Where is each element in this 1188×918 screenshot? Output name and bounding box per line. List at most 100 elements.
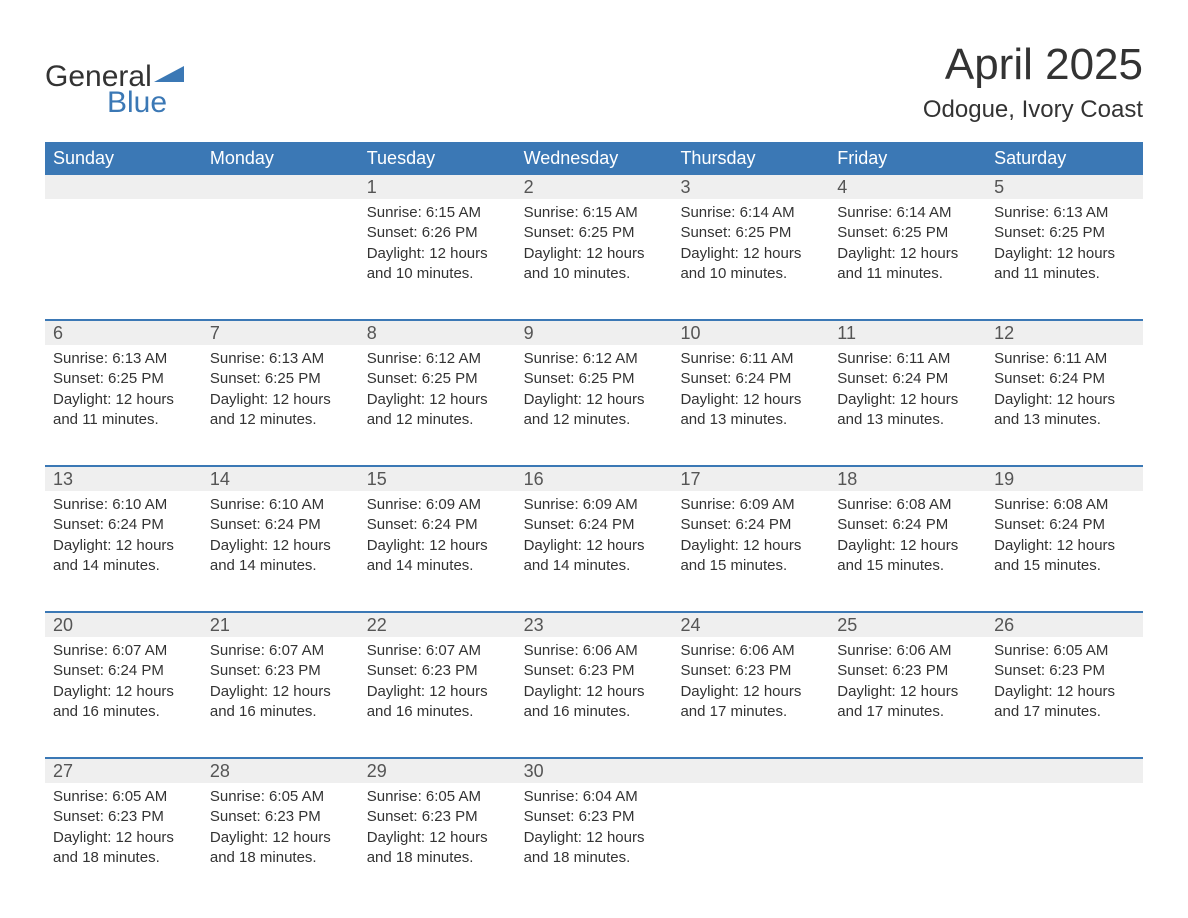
day-body: Sunrise: 6:05 AMSunset: 6:23 PMDaylight:… [202, 783, 359, 872]
day-line-day1: Daylight: 12 hours [367, 828, 510, 848]
day-line-sunrise: Sunrise: 6:09 AM [524, 495, 667, 515]
daynum-band: 7 [202, 321, 359, 345]
day-body: Sunrise: 6:15 AMSunset: 6:25 PMDaylight:… [516, 199, 673, 288]
week-row: 13Sunrise: 6:10 AMSunset: 6:24 PMDayligh… [45, 465, 1143, 585]
day-line-sunset: Sunset: 6:25 PM [367, 369, 510, 389]
daynum-band: 25 [829, 613, 986, 637]
day-line-sunset: Sunset: 6:25 PM [524, 369, 667, 389]
day-body: Sunrise: 6:11 AMSunset: 6:24 PMDaylight:… [829, 345, 986, 434]
day-line-sunrise: Sunrise: 6:11 AM [994, 349, 1137, 369]
day-line-sunrise: Sunrise: 6:04 AM [524, 787, 667, 807]
calendar-cell [672, 759, 829, 877]
day-body: Sunrise: 6:10 AMSunset: 6:24 PMDaylight:… [202, 491, 359, 580]
day-line-sunrise: Sunrise: 6:12 AM [524, 349, 667, 369]
day-line-sunrise: Sunrise: 6:10 AM [53, 495, 196, 515]
day-number: 21 [202, 615, 230, 636]
daynum-band: 6 [45, 321, 202, 345]
day-line-sunrise: Sunrise: 6:07 AM [367, 641, 510, 661]
daynum-band: 2 [516, 175, 673, 199]
day-line-day2: and 12 minutes. [210, 410, 353, 430]
day-line-sunset: Sunset: 6:25 PM [837, 223, 980, 243]
day-body: Sunrise: 6:09 AMSunset: 6:24 PMDaylight:… [516, 491, 673, 580]
day-line-sunrise: Sunrise: 6:05 AM [994, 641, 1137, 661]
daynum-band: 20 [45, 613, 202, 637]
day-line-sunset: Sunset: 6:24 PM [680, 369, 823, 389]
day-header: Thursday [672, 142, 829, 175]
calendar-cell: 17Sunrise: 6:09 AMSunset: 6:24 PMDayligh… [672, 467, 829, 585]
calendar-cell: 11Sunrise: 6:11 AMSunset: 6:24 PMDayligh… [829, 321, 986, 439]
daynum-band: 26 [986, 613, 1143, 637]
daynum-band: 24 [672, 613, 829, 637]
daynum-band: 21 [202, 613, 359, 637]
day-line-day2: and 17 minutes. [837, 702, 980, 722]
calendar-cell: 24Sunrise: 6:06 AMSunset: 6:23 PMDayligh… [672, 613, 829, 731]
day-line-sunset: Sunset: 6:23 PM [367, 807, 510, 827]
daynum-band: 27 [45, 759, 202, 783]
day-header: Tuesday [359, 142, 516, 175]
day-line-day2: and 14 minutes. [367, 556, 510, 576]
day-line-day2: and 13 minutes. [680, 410, 823, 430]
day-number: 5 [986, 177, 1004, 198]
day-line-day2: and 18 minutes. [524, 848, 667, 868]
calendar-cell: 19Sunrise: 6:08 AMSunset: 6:24 PMDayligh… [986, 467, 1143, 585]
day-line-day1: Daylight: 12 hours [367, 390, 510, 410]
calendar-cell: 4Sunrise: 6:14 AMSunset: 6:25 PMDaylight… [829, 175, 986, 293]
day-body: Sunrise: 6:13 AMSunset: 6:25 PMDaylight:… [986, 199, 1143, 288]
daynum-band: 1 [359, 175, 516, 199]
day-body: Sunrise: 6:08 AMSunset: 6:24 PMDaylight:… [986, 491, 1143, 580]
day-header: Wednesday [516, 142, 673, 175]
calendar-cell: 30Sunrise: 6:04 AMSunset: 6:23 PMDayligh… [516, 759, 673, 877]
day-line-sunset: Sunset: 6:23 PM [524, 807, 667, 827]
day-line-day2: and 15 minutes. [680, 556, 823, 576]
day-number: 3 [672, 177, 690, 198]
week-row: 1Sunrise: 6:15 AMSunset: 6:26 PMDaylight… [45, 175, 1143, 293]
day-line-day2: and 17 minutes. [994, 702, 1137, 722]
daynum-band: 15 [359, 467, 516, 491]
day-body: Sunrise: 6:05 AMSunset: 6:23 PMDaylight:… [986, 637, 1143, 726]
day-line-day1: Daylight: 12 hours [994, 244, 1137, 264]
day-line-day1: Daylight: 12 hours [994, 390, 1137, 410]
day-line-sunrise: Sunrise: 6:09 AM [680, 495, 823, 515]
day-header-row: SundayMondayTuesdayWednesdayThursdayFrid… [45, 142, 1143, 175]
day-body: Sunrise: 6:07 AMSunset: 6:23 PMDaylight:… [202, 637, 359, 726]
day-line-day1: Daylight: 12 hours [367, 244, 510, 264]
day-line-day2: and 16 minutes. [524, 702, 667, 722]
day-line-day1: Daylight: 12 hours [524, 682, 667, 702]
day-line-sunset: Sunset: 6:24 PM [994, 515, 1137, 535]
day-line-day2: and 15 minutes. [994, 556, 1137, 576]
day-line-sunset: Sunset: 6:23 PM [680, 661, 823, 681]
day-line-day2: and 11 minutes. [994, 264, 1137, 284]
calendar-cell: 1Sunrise: 6:15 AMSunset: 6:26 PMDaylight… [359, 175, 516, 293]
day-line-day2: and 14 minutes. [53, 556, 196, 576]
day-line-sunset: Sunset: 6:24 PM [994, 369, 1137, 389]
day-line-day1: Daylight: 12 hours [53, 536, 196, 556]
calendar-cell: 5Sunrise: 6:13 AMSunset: 6:25 PMDaylight… [986, 175, 1143, 293]
day-number: 1 [359, 177, 377, 198]
day-line-sunset: Sunset: 6:24 PM [367, 515, 510, 535]
day-line-sunrise: Sunrise: 6:12 AM [367, 349, 510, 369]
day-line-day1: Daylight: 12 hours [837, 244, 980, 264]
day-line-day2: and 10 minutes. [367, 264, 510, 284]
day-number: 15 [359, 469, 387, 490]
day-header: Monday [202, 142, 359, 175]
calendar-cell: 15Sunrise: 6:09 AMSunset: 6:24 PMDayligh… [359, 467, 516, 585]
week-spacer [45, 439, 1143, 465]
day-number: 4 [829, 177, 847, 198]
day-number: 7 [202, 323, 220, 344]
day-line-sunrise: Sunrise: 6:15 AM [367, 203, 510, 223]
daynum-band [45, 175, 202, 199]
day-body: Sunrise: 6:14 AMSunset: 6:25 PMDaylight:… [672, 199, 829, 288]
daynum-band: 19 [986, 467, 1143, 491]
calendar-cell: 6Sunrise: 6:13 AMSunset: 6:25 PMDaylight… [45, 321, 202, 439]
day-line-day2: and 18 minutes. [367, 848, 510, 868]
day-line-sunrise: Sunrise: 6:13 AM [994, 203, 1137, 223]
day-line-sunrise: Sunrise: 6:06 AM [837, 641, 980, 661]
day-number: 28 [202, 761, 230, 782]
day-line-sunrise: Sunrise: 6:13 AM [53, 349, 196, 369]
daynum-band: 9 [516, 321, 673, 345]
day-line-sunrise: Sunrise: 6:14 AM [680, 203, 823, 223]
day-line-sunset: Sunset: 6:23 PM [367, 661, 510, 681]
day-number: 13 [45, 469, 73, 490]
day-line-day2: and 16 minutes. [367, 702, 510, 722]
day-line-day2: and 17 minutes. [680, 702, 823, 722]
